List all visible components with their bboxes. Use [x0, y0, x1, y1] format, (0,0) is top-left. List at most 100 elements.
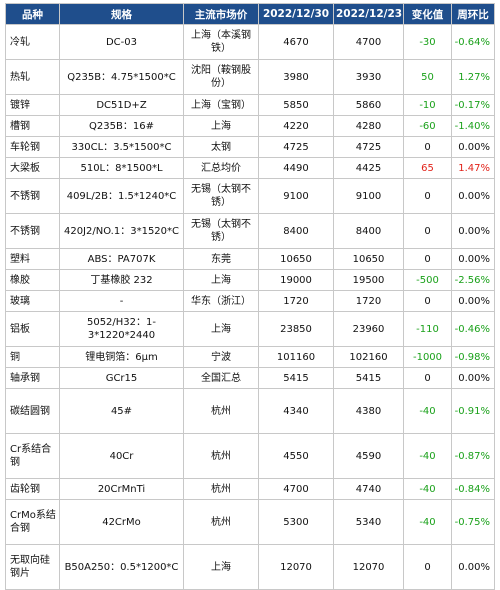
spec-cell: -: [59, 290, 184, 312]
spec-cell: DC51D+Z: [59, 94, 184, 116]
price-table: 品种 规格 主流市场价 2022/12/30 2022/12/23 变化值 周环…: [5, 3, 495, 590]
price-current-cell: 4700: [258, 478, 334, 500]
market-cell: 上海: [183, 544, 259, 590]
week-ratio-cell: 1.47%: [451, 157, 495, 179]
price-current-cell: 4550: [258, 433, 334, 479]
table-row: 大梁板 510L：8*1500*L 汇总均价 4490 4425 65 1.47%: [5, 157, 495, 179]
table-row: 铜锂电铜箔：6μm 宁波 101160 102160 -1000 -0.98%: [5, 346, 495, 368]
price-current-cell: 4725: [258, 136, 334, 158]
header-product: 品种: [5, 3, 60, 25]
product-cell: 槽钢: [5, 115, 60, 137]
table-row: 铝板 5052/H32：1-3*1220*2440 上海 23850 23960 -110…: [5, 311, 495, 347]
price-current-cell: 9100: [258, 178, 334, 214]
market-cell: 宁波: [183, 346, 259, 368]
spec-cell: 510L：8*1500*L: [59, 157, 184, 179]
change-cell: -40: [403, 388, 452, 434]
spec-cell: 40Cr: [59, 433, 184, 479]
price-current-cell: 101160: [258, 346, 334, 368]
product-cell: 车轮钢: [5, 136, 60, 158]
product-cell: 不锈钢: [5, 178, 60, 214]
product-cell: CrMo系结合钢: [5, 499, 60, 545]
change-cell: -500: [403, 269, 452, 291]
table-row: 热轧 Q235B：4.75*1500*C 沈阳（鞍钢股份） 3980 3930 50 1.2…: [5, 59, 495, 95]
product-cell: 齿轮钢: [5, 478, 60, 500]
price-table-container: 品种 规格 主流市场价 2022/12/30 2022/12/23 变化值 周环…: [5, 3, 495, 590]
week-ratio-cell: 0.00%: [451, 248, 495, 270]
table-row: CrMo系结合钢 42CrMo 杭州 5300 5340 -40 -0.75%: [5, 499, 495, 545]
market-cell: 东莞: [183, 248, 259, 270]
spec-cell: DC-03: [59, 24, 184, 60]
price-previous-cell: 8400: [333, 213, 404, 249]
market-cell: 杭州: [183, 499, 259, 545]
table-row: 不锈钢 409L/2B：1.5*1240*C 无锡（太钢不锈） 9100 9100 0 0.…: [5, 178, 495, 214]
product-cell: 大梁板: [5, 157, 60, 179]
price-current-cell: 8400: [258, 213, 334, 249]
week-ratio-cell: -0.84%: [451, 478, 495, 500]
header-price-previous: 2022/12/23: [333, 3, 404, 25]
product-cell: 镀锌: [5, 94, 60, 116]
spec-cell: 5052/H32：1-3*1220*2440: [59, 311, 184, 347]
week-ratio-cell: -0.64%: [451, 24, 495, 60]
price-current-cell: 5300: [258, 499, 334, 545]
price-previous-cell: 12070: [333, 544, 404, 590]
price-previous-cell: 23960: [333, 311, 404, 347]
spec-cell: 330CL：3.5*1500*C: [59, 136, 184, 158]
table-row: 玻璃 - 华东（浙江） 1720 1720 0 0.00%: [5, 290, 495, 312]
week-ratio-cell: 1.27%: [451, 59, 495, 95]
spec-cell: GCr15: [59, 367, 184, 389]
table-row: 车轮钢 330CL：3.5*1500*C 太钢 4725 4725 0 0.00%: [5, 136, 495, 158]
market-cell: 汇总均价: [183, 157, 259, 179]
price-current-cell: 4670: [258, 24, 334, 60]
change-cell: 65: [403, 157, 452, 179]
spec-cell: 420J2/NO.1：3*1520*C: [59, 213, 184, 249]
product-cell: 碳结圆钢: [5, 388, 60, 434]
price-previous-cell: 5340: [333, 499, 404, 545]
product-cell: 不锈钢: [5, 213, 60, 249]
market-cell: 上海: [183, 269, 259, 291]
price-current-cell: 1720: [258, 290, 334, 312]
header-week-ratio: 周环比: [451, 3, 495, 25]
table-row: 橡胶 丁基橡胶 232 上海 19000 19500 -500 -2.56%: [5, 269, 495, 291]
header-spec: 规格: [59, 3, 184, 25]
price-previous-cell: 4280: [333, 115, 404, 137]
price-previous-cell: 4740: [333, 478, 404, 500]
change-cell: 0: [403, 544, 452, 590]
market-cell: 太钢: [183, 136, 259, 158]
header-price-current: 2022/12/30: [258, 3, 334, 25]
change-cell: 0: [403, 290, 452, 312]
market-cell: 华东（浙江）: [183, 290, 259, 312]
price-current-cell: 5415: [258, 367, 334, 389]
table-row: 碳结圆钢 45# 杭州 4340 4380 -40 -0.91%: [5, 388, 495, 434]
price-current-cell: 4340: [258, 388, 334, 434]
change-cell: -40: [403, 499, 452, 545]
week-ratio-cell: -1.40%: [451, 115, 495, 137]
market-cell: 沈阳（鞍钢股份）: [183, 59, 259, 95]
week-ratio-cell: 0.00%: [451, 290, 495, 312]
market-cell: 杭州: [183, 478, 259, 500]
price-previous-cell: 1720: [333, 290, 404, 312]
market-cell: 上海: [183, 115, 259, 137]
spec-cell: 锂电铜箔：6μm: [59, 346, 184, 368]
market-cell: 无锡（太钢不锈）: [183, 178, 259, 214]
change-cell: 0: [403, 178, 452, 214]
change-cell: -1000: [403, 346, 452, 368]
price-previous-cell: 19500: [333, 269, 404, 291]
table-row: 不锈钢 420J2/NO.1：3*1520*C 无锡（太钢不锈） 8400 8400 0 0…: [5, 213, 495, 249]
price-previous-cell: 4590: [333, 433, 404, 479]
table-row: 无取向硅钢片 B50A250：0.5*1200*C 上海 12070 12070 0 0.0…: [5, 544, 495, 590]
spec-cell: 丁基橡胶 232: [59, 269, 184, 291]
change-cell: -60: [403, 115, 452, 137]
table-row: 塑料 ABS：PA707K 东莞 10650 10650 0 0.00%: [5, 248, 495, 270]
week-ratio-cell: -0.91%: [451, 388, 495, 434]
spec-cell: ABS：PA707K: [59, 248, 184, 270]
price-previous-cell: 5415: [333, 367, 404, 389]
change-cell: -10: [403, 94, 452, 116]
week-ratio-cell: -0.17%: [451, 94, 495, 116]
change-cell: 0: [403, 367, 452, 389]
change-cell: 0: [403, 136, 452, 158]
week-ratio-cell: -0.75%: [451, 499, 495, 545]
spec-cell: B50A250：0.5*1200*C: [59, 544, 184, 590]
header-row: 品种 规格 主流市场价 2022/12/30 2022/12/23 变化值 周环…: [5, 3, 495, 25]
spec-cell: 409L/2B：1.5*1240*C: [59, 178, 184, 214]
week-ratio-cell: 0.00%: [451, 367, 495, 389]
